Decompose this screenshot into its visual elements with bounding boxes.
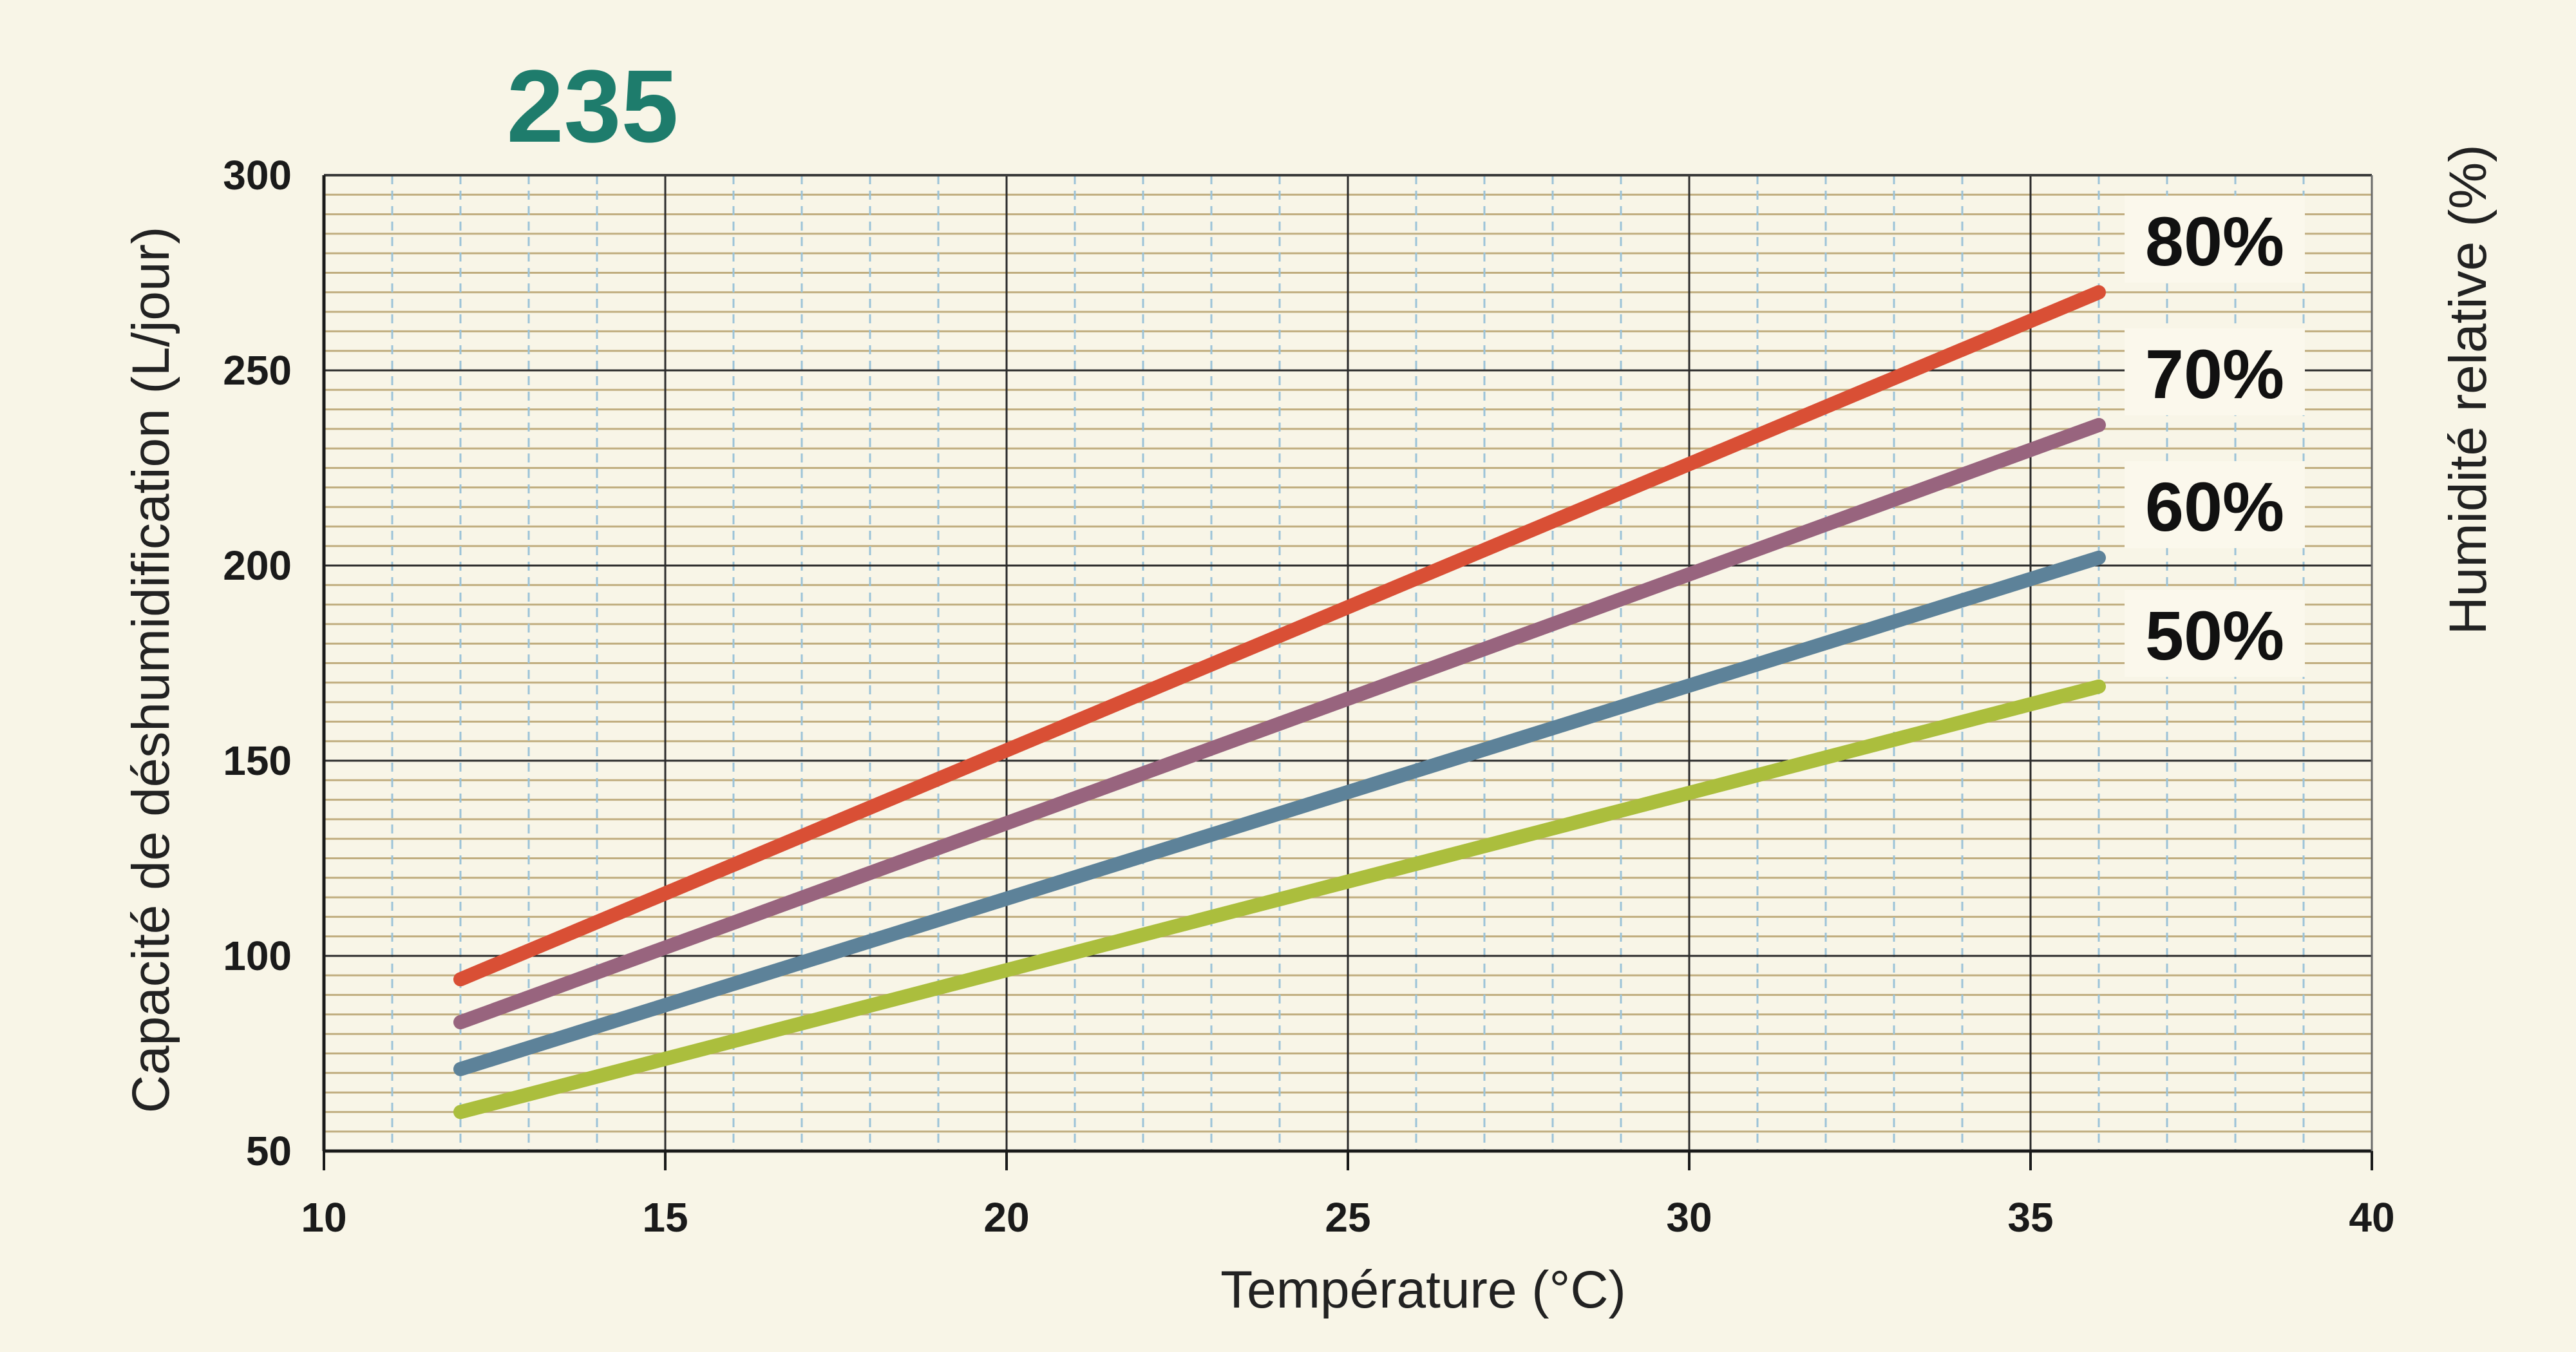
x-tick-label: 10	[301, 1194, 346, 1241]
series-label-background	[2125, 461, 2305, 548]
y-tick-label: 150	[223, 738, 292, 784]
x-tick-label: 20	[983, 1194, 1029, 1241]
series-label-background	[2125, 195, 2305, 283]
x-tick-label: 30	[1666, 1194, 1712, 1241]
series-label-70pct: 70%	[2145, 335, 2284, 413]
y-axis-title: Capacité de déshumidification (L/jour)	[122, 227, 180, 1114]
grid	[324, 175, 2372, 1151]
y-tick-labels: 50 100 150 200 250 300	[223, 152, 292, 1174]
y2-axis-title: Humidité relative (%)	[2439, 145, 2497, 635]
series-labels: 80% 70% 60% 50%	[2125, 195, 2305, 677]
y-tick-label: 200	[223, 542, 292, 589]
y-tick-label: 300	[223, 152, 292, 198]
chart-title: 235	[507, 48, 679, 164]
series-lines	[453, 285, 2106, 1119]
x-tick-label: 25	[1325, 1194, 1370, 1241]
y-tick-label: 50	[246, 1128, 292, 1174]
series-label-60pct: 60%	[2145, 468, 2284, 546]
x-tick-labels: 10 15 20 25 30 35 40	[301, 1151, 2395, 1241]
series-label-50pct: 50%	[2145, 596, 2284, 674]
series-label-background	[2125, 328, 2305, 415]
series-line-50pct	[453, 679, 2106, 1119]
series-line-60pct	[453, 550, 2106, 1076]
series-label-background	[2125, 589, 2305, 677]
x-tick-label: 40	[2349, 1194, 2394, 1241]
x-tick-label: 35	[2007, 1194, 2053, 1241]
series-line-80pct	[453, 285, 2106, 987]
series-line-70pct	[453, 417, 2106, 1030]
series-label-80pct: 80%	[2145, 202, 2284, 280]
y-tick-label: 100	[223, 933, 292, 979]
y-tick-label: 250	[223, 347, 292, 394]
x-tick-label: 15	[642, 1194, 688, 1241]
x-axis-title: Température (°C)	[1220, 1261, 1626, 1319]
